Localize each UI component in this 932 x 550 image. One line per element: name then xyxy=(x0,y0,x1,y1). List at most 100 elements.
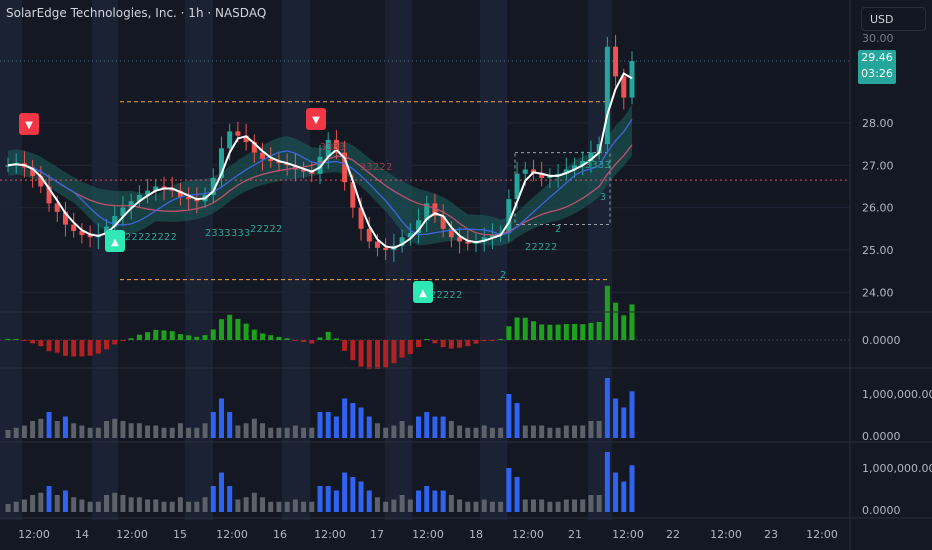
volume-bar xyxy=(588,495,594,512)
osc-bar xyxy=(104,340,110,350)
volume-bar xyxy=(580,499,586,512)
osc-bar xyxy=(136,334,142,340)
osc-bar xyxy=(13,339,19,340)
osc-bar xyxy=(391,340,397,364)
osc-bar xyxy=(268,335,274,340)
currency-selector[interactable]: USD xyxy=(861,7,926,31)
ma-fast-line xyxy=(7,72,633,249)
candle-body xyxy=(136,194,142,202)
volume-bar xyxy=(555,427,561,438)
volume-bar xyxy=(473,501,479,512)
volume-bar xyxy=(366,416,372,438)
time-tick: 18 xyxy=(469,528,483,541)
volume-bar xyxy=(350,403,356,438)
volume-bar xyxy=(342,472,348,512)
volume-bar xyxy=(284,427,290,438)
osc-bar xyxy=(186,335,192,340)
buy-signal-arrow: ▲ xyxy=(111,237,119,248)
osc-bar xyxy=(613,302,619,340)
bar-countdown: 03:26 xyxy=(861,67,893,80)
time-tick: 12:00 xyxy=(216,528,248,541)
osc-bar xyxy=(506,326,512,340)
volume-bar xyxy=(243,497,249,512)
candle-body xyxy=(79,230,85,236)
volume-bar xyxy=(227,412,233,438)
volume-bar xyxy=(424,486,430,512)
volume-bar xyxy=(21,499,27,512)
volume-bar xyxy=(87,501,93,512)
volume-bar xyxy=(498,501,504,512)
osc-bar xyxy=(21,340,27,341)
candle-body xyxy=(243,135,249,142)
osc-bar xyxy=(325,331,331,340)
volume-bar xyxy=(251,418,257,438)
volume-bar xyxy=(555,501,561,512)
volume-bar xyxy=(342,398,348,438)
volume-bar xyxy=(383,427,389,438)
candle-body xyxy=(613,46,619,77)
volume-bar xyxy=(374,423,380,438)
osc-bar xyxy=(489,340,495,341)
osc-bar xyxy=(563,324,569,340)
volume-bar xyxy=(5,504,11,512)
volume-bar xyxy=(588,421,594,438)
candle-body xyxy=(268,158,274,162)
count-label: 22222 xyxy=(250,224,283,235)
candle-body xyxy=(547,175,553,178)
candle-body xyxy=(194,199,200,202)
volume-bar xyxy=(276,501,282,512)
volume-bar xyxy=(202,497,208,512)
volume-bar xyxy=(325,486,331,512)
osc-bar xyxy=(572,323,578,340)
session-band xyxy=(0,0,22,520)
volume-bar xyxy=(325,412,331,438)
candle-body xyxy=(588,152,594,162)
candle-body xyxy=(71,224,77,231)
volume-bar xyxy=(489,501,495,512)
osc-bar xyxy=(309,340,315,344)
osc-bar xyxy=(276,336,282,340)
volume-tick: 1,000,000.00 xyxy=(862,388,932,401)
volume-bar xyxy=(46,486,52,512)
time-tick: 23 xyxy=(764,528,778,541)
volume-bar xyxy=(358,481,364,512)
time-tick: 14 xyxy=(75,528,89,541)
volume-bar xyxy=(292,425,298,438)
volume-bar xyxy=(383,501,389,512)
volume-bar xyxy=(79,499,85,512)
candle-body xyxy=(260,152,266,159)
volume-bar xyxy=(604,378,610,438)
osc-bar xyxy=(30,340,36,344)
sequence-counts: 22222222 2333333 2222233333322222222222222… xyxy=(125,142,611,301)
time-tick: 15 xyxy=(173,528,187,541)
price-tick: 25.00 xyxy=(862,244,894,257)
volume-panel-1 xyxy=(5,378,635,438)
osc-bar xyxy=(629,304,635,340)
volume-bar xyxy=(177,497,183,512)
osc-bar xyxy=(301,340,307,343)
volume-bar xyxy=(268,501,274,512)
osc-bar xyxy=(161,330,167,340)
osc-bar xyxy=(46,340,52,352)
osc-bar xyxy=(38,340,44,347)
volume-bar xyxy=(596,495,602,512)
volume-bar xyxy=(317,486,323,512)
volume-bar xyxy=(317,412,323,438)
volume-bar xyxy=(539,499,545,512)
candle-body xyxy=(128,201,134,208)
osc-bar xyxy=(547,324,553,340)
volume-bar xyxy=(580,425,586,438)
candle-body xyxy=(465,241,471,244)
volume-bar xyxy=(432,490,438,512)
volume-bar xyxy=(161,427,167,438)
volume-tick: 0.0000 xyxy=(862,430,901,443)
volume-bar xyxy=(169,501,175,512)
volume-bar xyxy=(629,391,635,438)
volume-bar xyxy=(530,425,536,438)
volume-bar xyxy=(481,499,487,512)
candle-body xyxy=(333,139,339,153)
osc-bar xyxy=(498,339,504,340)
osc-bar xyxy=(522,317,528,340)
